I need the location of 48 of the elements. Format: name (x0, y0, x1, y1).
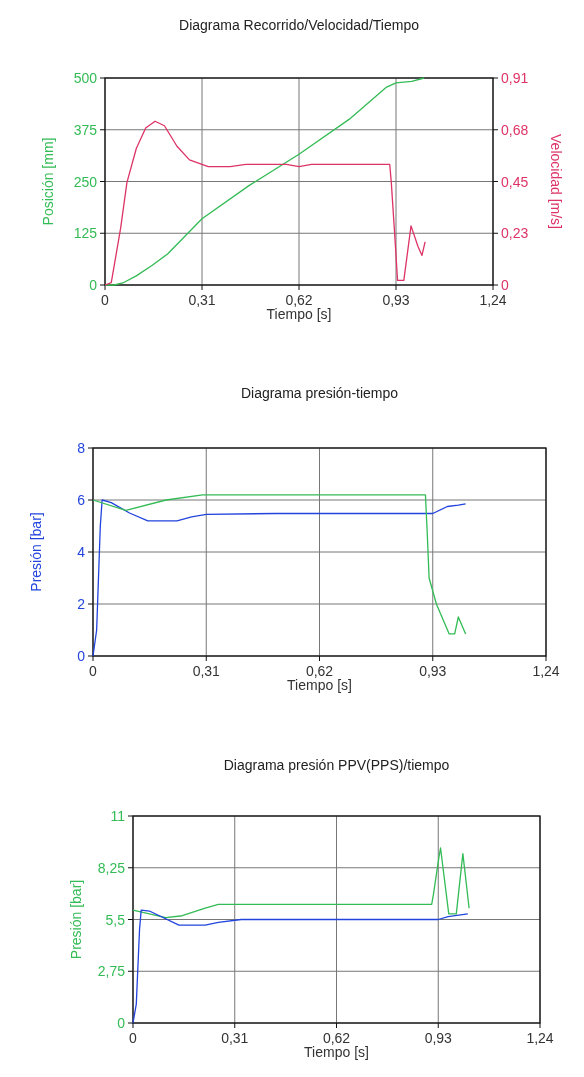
y-tick-label: 5,5 (105, 911, 126, 928)
x-tick-label: 0,93 (424, 1030, 453, 1046)
chart-title: Diagrama presión PPV(PPS)/tiempo (223, 757, 450, 773)
y-tick-label: 125 (73, 225, 98, 242)
x-tick-label: 0,31 (192, 663, 221, 679)
x-tick-label: 0,62 (285, 292, 313, 308)
x-tick-label: 0,62 (305, 663, 334, 679)
x-axis-title: Tiempo [s] (287, 677, 352, 693)
y-tick-label: 0 (77, 648, 86, 664)
y2-tick-label: 0,45 (501, 173, 529, 190)
chart-title: Diagrama presión-tiempo (240, 385, 399, 401)
y-tick-label: 11 (110, 808, 126, 824)
y-tick-label: 0 (89, 277, 98, 293)
line-series (132, 847, 470, 919)
x-tick-label: 0,62 (322, 1030, 351, 1046)
y-tick-label: 2 (77, 596, 86, 612)
y2-tick-label: 0 (501, 277, 509, 293)
line-series (132, 909, 469, 1024)
x-tick-label: 0,31 (221, 1030, 249, 1046)
y-tick-label: 375 (73, 121, 98, 138)
x-tick-label: 1,24 (479, 292, 507, 308)
y2-tick-label: 0,68 (501, 121, 529, 138)
line-series (92, 499, 467, 657)
x-axis-title: Tiempo [s] (304, 1044, 369, 1060)
x-tick-label: 0,31 (188, 292, 216, 308)
y-tick-label: 8,25 (97, 859, 126, 876)
y-tick-label: 4 (77, 544, 86, 560)
y-tick-label: 500 (73, 70, 98, 86)
x-tick-label: 1,24 (526, 1030, 554, 1046)
chart-title: Diagrama Recorrido/Velocidad/Tiempo (179, 17, 420, 33)
x-tick-label: 0,93 (419, 663, 447, 679)
y2-axis-title: Velocidad [m/s] (548, 134, 564, 229)
y-tick-label: 0 (117, 1015, 126, 1031)
y-axis-title: Presión [bar] (28, 512, 44, 592)
x-tick-label: 0 (129, 1030, 138, 1046)
y-tick-label: 2,75 (97, 963, 126, 980)
y2-tick-label: 0,23 (501, 225, 529, 242)
y-axis-title: Presión [bar] (68, 879, 84, 960)
x-tick-label: 0,93 (382, 292, 410, 308)
y-tick-label: 250 (73, 173, 98, 190)
x-tick-label: 1,24 (532, 663, 560, 679)
x-axis-title: Tiempo [s] (266, 306, 332, 322)
y-tick-label: 6 (77, 492, 86, 508)
y-tick-label: 8 (77, 440, 86, 456)
line-series (92, 494, 467, 635)
y-axis-title: Posición [mm] (40, 137, 56, 226)
y2-tick-label: 0,91 (501, 70, 529, 86)
line-series (104, 120, 426, 286)
